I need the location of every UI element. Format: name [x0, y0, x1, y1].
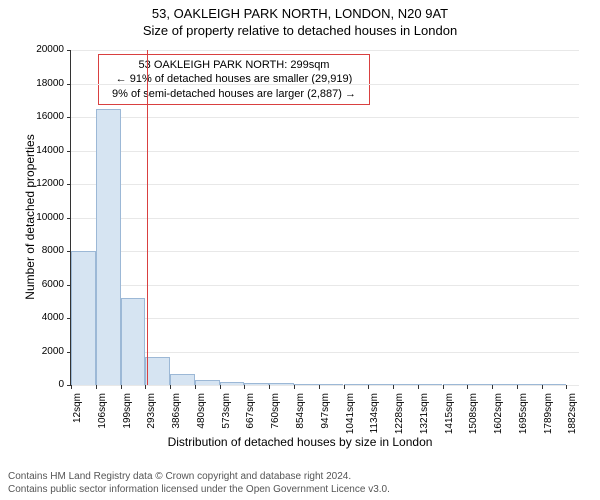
y-tick-mark	[67, 117, 71, 118]
plot-area	[70, 50, 579, 386]
x-tick-mark	[121, 385, 122, 389]
x-tick-label: 106sqm	[97, 393, 108, 443]
x-tick-mark	[566, 385, 567, 389]
y-tick-mark	[67, 50, 71, 51]
y-tick-mark	[67, 151, 71, 152]
chart-container: 53, OAKLEIGH PARK NORTH, LONDON, N20 9AT…	[0, 0, 600, 500]
x-tick-mark	[96, 385, 97, 389]
y-tick-label: 18000	[0, 78, 64, 89]
histogram-bar	[443, 384, 468, 385]
histogram-bar	[319, 384, 344, 385]
x-tick-mark	[344, 385, 345, 389]
gridline	[71, 385, 579, 386]
chart-title: 53, OAKLEIGH PARK NORTH, LONDON, N20 9AT	[0, 0, 600, 21]
x-tick-mark	[443, 385, 444, 389]
footer-line1: Contains HM Land Registry data © Crown c…	[8, 470, 592, 483]
x-tick-mark	[71, 385, 72, 389]
x-tick-mark	[418, 385, 419, 389]
histogram-bar	[467, 384, 492, 385]
x-tick-label: 1134sqm	[369, 393, 380, 443]
x-tick-label: 1882sqm	[567, 393, 578, 443]
x-tick-mark	[170, 385, 171, 389]
histogram-bar	[220, 382, 245, 385]
histogram-bar	[517, 384, 542, 385]
y-tick-mark	[67, 218, 71, 219]
x-tick-mark	[542, 385, 543, 389]
histogram-bar	[145, 357, 170, 385]
x-tick-mark	[393, 385, 394, 389]
x-tick-label: 12sqm	[72, 393, 83, 443]
x-tick-label: 1789sqm	[543, 393, 554, 443]
y-tick-label: 6000	[0, 279, 64, 290]
x-tick-label: 947sqm	[320, 393, 331, 443]
y-tick-label: 2000	[0, 346, 64, 357]
histogram-bar	[71, 251, 96, 385]
y-tick-label: 8000	[0, 245, 64, 256]
x-tick-label: 1602sqm	[493, 393, 504, 443]
histogram-bar	[418, 384, 443, 385]
x-tick-mark	[319, 385, 320, 389]
histogram-bar	[368, 384, 393, 385]
histogram-bar	[96, 109, 121, 385]
histogram-bar	[170, 374, 195, 385]
y-tick-label: 16000	[0, 111, 64, 122]
x-tick-mark	[517, 385, 518, 389]
x-tick-mark	[220, 385, 221, 389]
x-tick-label: 1228sqm	[394, 393, 405, 443]
x-tick-label: 1415sqm	[444, 393, 455, 443]
x-tick-mark	[294, 385, 295, 389]
x-tick-mark	[269, 385, 270, 389]
chart-subtitle: Size of property relative to detached ho…	[0, 21, 600, 38]
x-tick-mark	[244, 385, 245, 389]
histogram-bar	[492, 384, 517, 385]
x-tick-mark	[368, 385, 369, 389]
x-tick-label: 293sqm	[146, 393, 157, 443]
x-tick-label: 386sqm	[171, 393, 182, 443]
y-tick-label: 20000	[0, 44, 64, 55]
x-tick-label: 760sqm	[270, 393, 281, 443]
histogram-bar	[344, 384, 369, 385]
x-tick-label: 854sqm	[295, 393, 306, 443]
x-tick-mark	[145, 385, 146, 389]
x-tick-label: 667sqm	[245, 393, 256, 443]
footer-line2: Contains public sector information licen…	[8, 483, 592, 496]
x-tick-label: 1041sqm	[345, 393, 356, 443]
histogram-bar	[269, 383, 294, 385]
y-tick-label: 12000	[0, 178, 64, 189]
histogram-bar	[195, 380, 220, 385]
x-tick-label: 480sqm	[196, 393, 207, 443]
y-tick-mark	[67, 84, 71, 85]
histogram-bar	[244, 383, 269, 386]
x-tick-label: 1321sqm	[419, 393, 430, 443]
y-tick-mark	[67, 184, 71, 185]
x-tick-mark	[492, 385, 493, 389]
y-tick-label: 4000	[0, 312, 64, 323]
footer-attribution: Contains HM Land Registry data © Crown c…	[8, 470, 592, 496]
x-tick-label: 199sqm	[122, 393, 133, 443]
y-tick-label: 10000	[0, 212, 64, 223]
x-tick-label: 573sqm	[221, 393, 232, 443]
histogram-bar	[121, 298, 146, 385]
y-tick-label: 0	[0, 379, 64, 390]
x-tick-label: 1508sqm	[468, 393, 479, 443]
histogram-bar	[542, 384, 567, 385]
reference-line	[147, 50, 148, 385]
x-tick-label: 1695sqm	[518, 393, 529, 443]
histogram-bar	[393, 384, 418, 385]
x-tick-mark	[195, 385, 196, 389]
histogram-bar	[294, 384, 319, 385]
y-tick-label: 14000	[0, 145, 64, 156]
x-tick-mark	[467, 385, 468, 389]
